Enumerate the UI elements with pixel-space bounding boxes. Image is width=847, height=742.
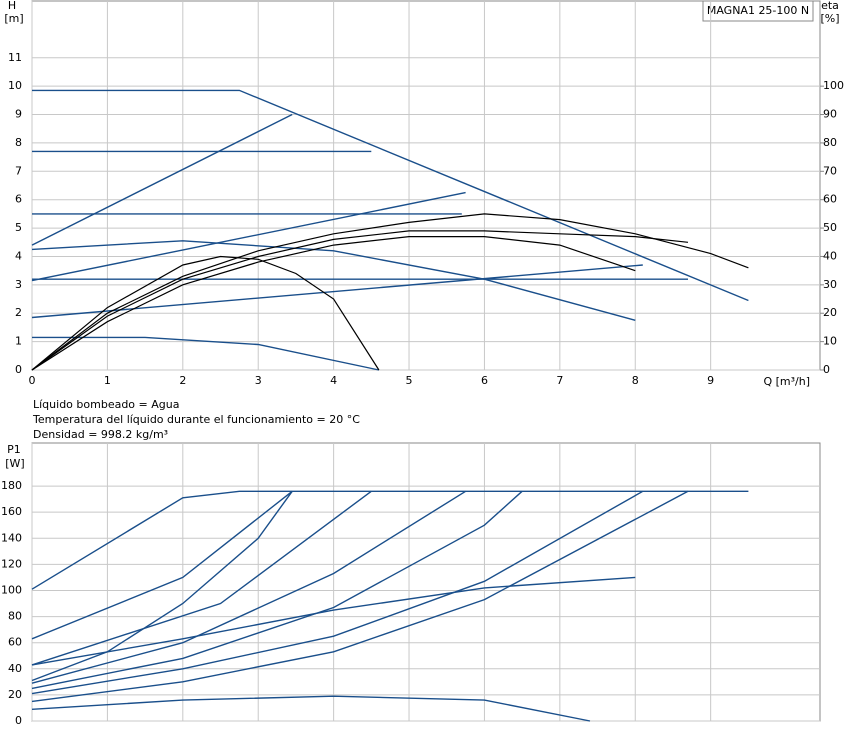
y2-tick-label: 40 <box>823 249 837 262</box>
curve <box>31 490 293 682</box>
y-tick-label: 9 <box>15 108 22 121</box>
y2-tick-label: 70 <box>823 164 837 177</box>
chart-title: MAGNA1 25-100 N <box>707 4 809 17</box>
y-tick-label: 8 <box>15 136 22 149</box>
y2-tick-label: 30 <box>823 278 837 291</box>
y-tick-label: 100 <box>1 583 22 596</box>
curve <box>31 230 689 371</box>
curve <box>32 89 749 302</box>
x-tick-label: 0 <box>29 374 36 387</box>
note: Densidad = 998.2 kg/m³ <box>33 428 168 441</box>
y2-axis-label: eta <box>821 0 839 12</box>
y2-tick-label: 80 <box>823 136 837 149</box>
x-tick-label: 3 <box>255 374 262 387</box>
y-tick-label: 11 <box>8 51 22 64</box>
x-tick-label: 1 <box>104 374 111 387</box>
y-tick-label: 180 <box>1 479 22 492</box>
y-axis-unit: [m] <box>4 12 23 25</box>
y-tick-label: 1 <box>15 335 22 348</box>
y-tick-label: 120 <box>1 557 22 570</box>
y2-tick-label: 50 <box>823 221 837 234</box>
curve <box>31 490 372 666</box>
y-tick-label: 140 <box>1 531 22 544</box>
x-tick-label: 6 <box>481 374 488 387</box>
x-tick-label: 2 <box>179 374 186 387</box>
y-tick-label: 10 <box>8 79 22 92</box>
curve <box>31 236 636 371</box>
curve <box>31 490 523 690</box>
y-tick-label: 0 <box>15 714 22 727</box>
x-tick-label: 5 <box>406 374 413 387</box>
y2-tick-label: 60 <box>823 193 837 206</box>
curve <box>31 695 591 722</box>
y-tick-label: 40 <box>8 662 22 675</box>
y-tick-label: 60 <box>8 636 22 649</box>
y-tick-label: 20 <box>8 688 22 701</box>
grid-layer <box>31 0 821 722</box>
y-axis-label: P1 <box>7 443 21 456</box>
y-tick-label: 7 <box>15 164 22 177</box>
y-tick-label: 80 <box>8 610 22 623</box>
y-tick-label: 4 <box>15 249 22 262</box>
note: Temperatura del líquido durante el funci… <box>32 413 360 426</box>
y-tick-label: 3 <box>15 278 22 291</box>
curve <box>31 490 293 640</box>
y-tick-label: 5 <box>15 221 22 234</box>
y-tick-label: 0 <box>15 363 22 376</box>
curve <box>31 255 380 371</box>
curve <box>31 490 466 684</box>
x-tick-label: 9 <box>707 374 714 387</box>
x-tick-label: 7 <box>556 374 563 387</box>
y-tick-label: 160 <box>1 505 22 518</box>
curve <box>31 264 643 319</box>
y2-tick-label: 20 <box>823 306 837 319</box>
x-axis-label: Q [m³/h] <box>763 375 810 388</box>
x-tick-label: 4 <box>330 374 337 387</box>
note: Líquido bombeado = Agua <box>33 398 179 411</box>
y-axis-label: H <box>8 0 16 12</box>
y2-tick-label: 10 <box>823 335 837 348</box>
y2-tick-label: 90 <box>823 108 837 121</box>
curve <box>31 213 749 371</box>
y-tick-label: 6 <box>15 193 22 206</box>
y2-axis-unit: [%] <box>820 12 839 25</box>
curve <box>31 113 293 246</box>
curve <box>31 240 636 321</box>
y2-tick-label: 0 <box>823 363 830 376</box>
x-tick-label: 8 <box>632 374 639 387</box>
curve <box>31 191 466 282</box>
curve <box>31 576 636 666</box>
curve <box>31 490 749 590</box>
y-tick-label: 2 <box>15 306 22 319</box>
curve <box>32 336 380 371</box>
curve <box>31 490 644 695</box>
plot-frame <box>31 442 821 722</box>
curve <box>31 490 689 703</box>
y-axis-unit: [W] <box>5 457 24 470</box>
y2-tick-label: 100 <box>823 79 844 92</box>
